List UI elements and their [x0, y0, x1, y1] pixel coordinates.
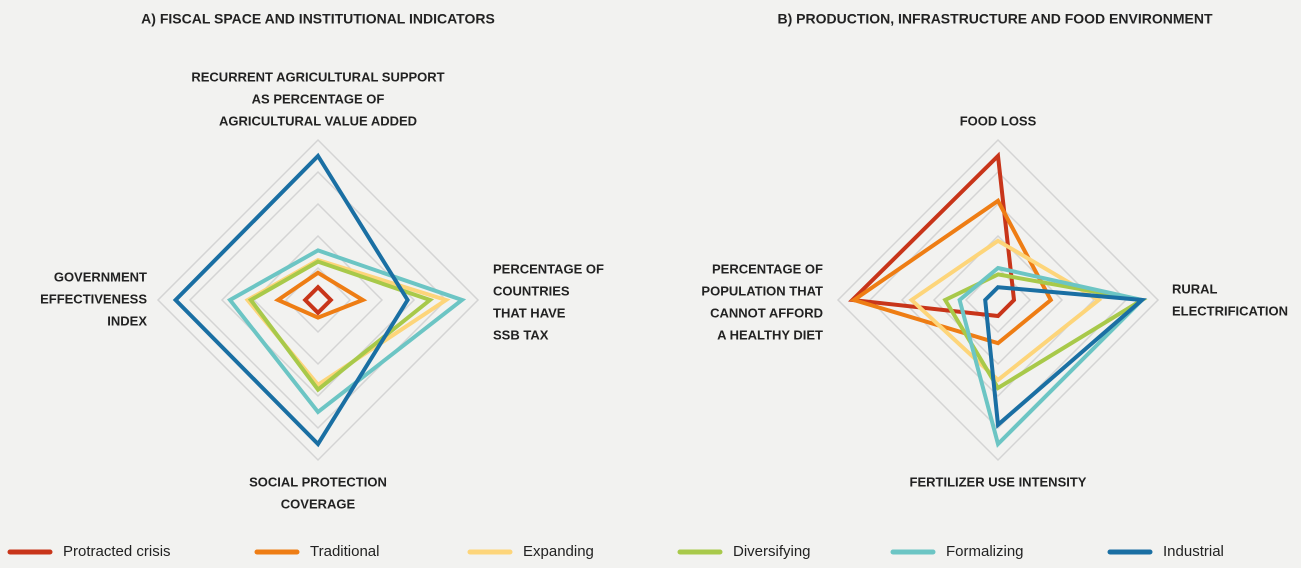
grid-ring — [284, 266, 352, 334]
series-line — [983, 285, 1147, 429]
grid-ring — [156, 138, 480, 462]
axis-label: INDEX — [107, 313, 147, 328]
chart-title: A) FISCAL SPACE AND INSTITUTIONAL INDICA… — [141, 11, 495, 27]
series-line — [942, 272, 1148, 391]
series-line — [848, 151, 1017, 319]
legend-label: Traditional — [310, 543, 379, 560]
grid-ring — [220, 202, 416, 398]
legend-label: Industrial — [1163, 543, 1224, 560]
axis-label: RURAL — [1172, 281, 1218, 296]
series-line — [908, 238, 1103, 383]
axis-label: EFFECTIVENESS — [40, 291, 147, 306]
axis-label: PERCENTAGE OF — [712, 261, 823, 276]
axis-label: FERTILIZER USE INTENSITY — [910, 474, 1087, 489]
axis-label: COVERAGE — [281, 496, 356, 511]
axis-label: AS PERCENTAGE OF — [252, 91, 385, 106]
grid-ring — [900, 202, 1096, 398]
axis-label: RECURRENT AGRICULTURAL SUPPORT — [191, 69, 444, 84]
axis-label: SOCIAL PROTECTION — [249, 474, 387, 489]
series-line — [273, 270, 368, 320]
series-line — [172, 152, 410, 448]
axis-label: SSB TAX — [493, 327, 549, 342]
grid-ring — [188, 170, 448, 430]
series-line — [302, 284, 334, 316]
axis-label: CANNOT AFFORD — [710, 305, 823, 320]
axis-label: A HEALTHY DIET — [717, 327, 823, 342]
chart-title: B) PRODUCTION, INFRASTRUCTURE AND FOOD E… — [777, 11, 1212, 27]
axis-label: FOOD LOSS — [960, 113, 1037, 128]
axis-label: GOVERNMENT — [54, 269, 147, 284]
legend-label: Diversifying — [733, 543, 811, 560]
series-line — [226, 248, 467, 415]
axis-label: ELECTRIFICATION — [1172, 303, 1288, 318]
axis-label: AGRICULTURAL VALUE ADDED — [219, 113, 417, 128]
series-line — [849, 197, 1054, 346]
grid-ring — [252, 234, 384, 366]
legend-label: Expanding — [523, 543, 594, 560]
legend-label: Formalizing — [946, 543, 1024, 560]
series-line — [957, 265, 1146, 448]
legend-label: Protracted crisis — [63, 543, 171, 560]
axis-label: PERCENTAGE OF — [493, 261, 604, 276]
series-line — [247, 259, 435, 393]
grid-ring — [836, 138, 1160, 462]
axis-label: COUNTRIES — [493, 283, 570, 298]
axis-label: THAT HAVE — [493, 305, 566, 320]
axis-label: POPULATION THAT — [701, 283, 823, 298]
